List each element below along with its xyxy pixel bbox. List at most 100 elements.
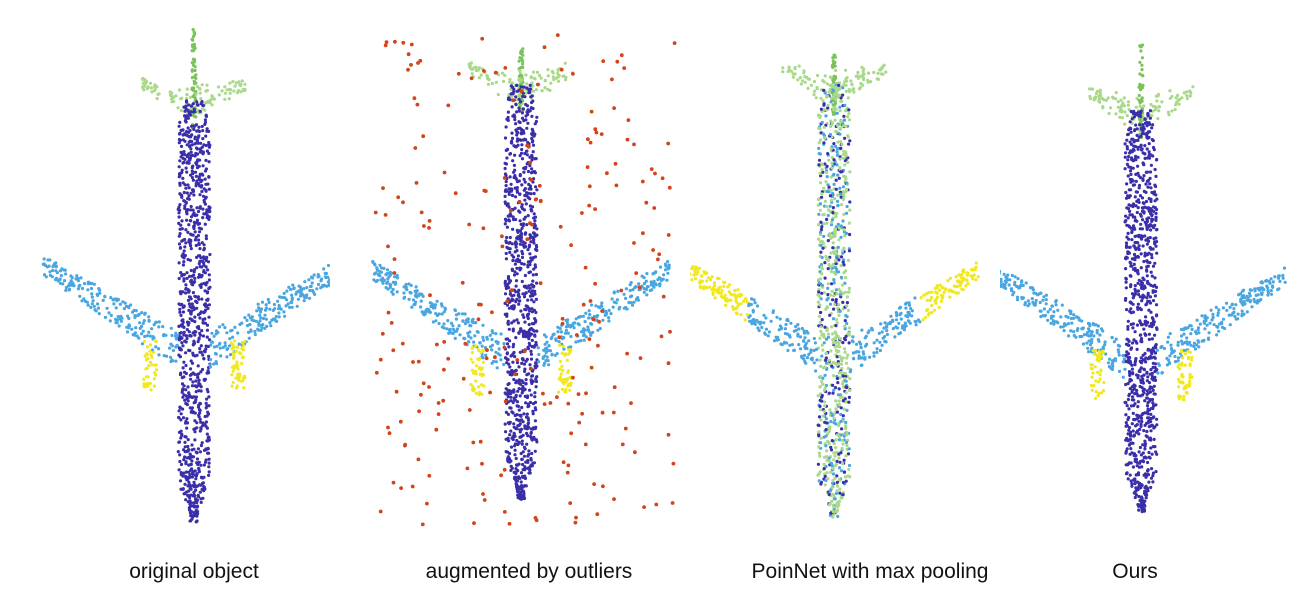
fuselage-point — [534, 425, 538, 429]
fuselage-point — [843, 159, 847, 163]
wing-point — [323, 275, 327, 279]
tail-point — [194, 115, 198, 119]
fuselage-point — [838, 157, 842, 161]
engine-point — [154, 363, 158, 367]
wing-point — [425, 307, 429, 311]
fuselage-point — [192, 427, 196, 431]
fuselage-point — [523, 232, 527, 236]
fuselage-point — [820, 195, 824, 199]
wing-point — [569, 345, 573, 349]
fuselage-point — [191, 283, 195, 287]
fuselage-point — [845, 211, 849, 215]
fuselage-point — [520, 226, 524, 230]
fuselage-point — [188, 219, 192, 223]
engine-point — [148, 360, 153, 364]
fuselage-point — [183, 482, 187, 486]
wing-point — [162, 354, 166, 358]
fuselage-point — [841, 341, 845, 345]
fuselage-point — [838, 491, 842, 495]
stabilizer-point — [243, 82, 247, 86]
wing-point — [667, 263, 671, 267]
fuselage-point — [184, 283, 188, 287]
wing-point — [554, 337, 558, 341]
wing-point — [454, 313, 459, 317]
fuselage-point — [197, 125, 201, 129]
fuselage-point — [206, 260, 211, 264]
wing-point — [491, 359, 496, 364]
stabilizer-point — [153, 84, 157, 88]
outlier-point — [446, 103, 451, 108]
wing-point — [437, 321, 441, 326]
fuselage-point — [177, 440, 181, 444]
fuselage-point — [838, 345, 842, 349]
wing-point — [259, 310, 263, 314]
fuselage-point — [817, 212, 821, 216]
fuselage-point — [826, 103, 830, 107]
wing-point — [292, 286, 296, 290]
stabilizer-point — [1098, 91, 1102, 95]
wing-point — [388, 282, 392, 287]
wing-point — [140, 342, 144, 346]
wing-point — [731, 307, 735, 311]
fuselage-point — [832, 108, 836, 112]
fuselage-point — [532, 241, 536, 245]
fuselage-point — [204, 447, 208, 451]
stabilizer-point — [241, 88, 245, 92]
wing-point — [600, 301, 604, 305]
fuselage-point — [506, 202, 510, 206]
wing-point — [281, 295, 285, 300]
fuselage-point — [515, 417, 519, 422]
fuselage-point — [508, 98, 512, 102]
wing-point — [942, 290, 946, 295]
fuselage-point — [181, 318, 185, 322]
fuselage-point — [832, 505, 836, 509]
wing-point — [485, 335, 489, 339]
wing-point — [290, 305, 294, 309]
wing-point — [733, 293, 737, 297]
wing-point — [502, 342, 506, 346]
outlier-point — [378, 357, 383, 362]
fuselage-point — [183, 492, 187, 496]
wing-point — [769, 319, 773, 323]
fuselage-point — [195, 457, 200, 461]
wing-point — [707, 276, 711, 280]
fuselage-point — [191, 172, 195, 176]
stabilizer-point — [816, 73, 820, 78]
stabilizer-point — [815, 87, 819, 91]
fuselage-point — [510, 305, 514, 309]
wing-point — [291, 283, 295, 287]
fuselage-point — [189, 377, 193, 381]
wing-point — [764, 316, 768, 320]
wing-point — [58, 277, 62, 281]
outlier-point — [557, 335, 562, 340]
wing-point — [282, 310, 286, 314]
outlier-point — [394, 389, 399, 394]
stabilizer-point — [791, 72, 795, 76]
fuselage-point — [203, 317, 207, 321]
outlier-point — [666, 233, 671, 237]
wing-point — [402, 296, 406, 300]
engine-point — [240, 346, 244, 351]
stabilizer-point — [228, 81, 232, 85]
fuselage-point — [535, 329, 539, 333]
fuselage-point — [195, 461, 199, 465]
fuselage-point — [504, 125, 508, 129]
engine-point — [558, 367, 562, 371]
wing-point — [473, 334, 477, 338]
fuselage-point — [511, 193, 515, 198]
outlier-point — [586, 137, 590, 142]
fuselage-point — [203, 177, 207, 181]
fuselage-point — [503, 222, 507, 226]
fuselage-point — [516, 321, 520, 325]
engine-point — [470, 368, 474, 372]
outlier-point — [571, 375, 575, 380]
fuselage-point — [823, 386, 827, 390]
wing-point — [739, 313, 743, 317]
wing-point — [310, 276, 315, 280]
fuselage-point — [517, 179, 521, 183]
fuselage-point — [840, 438, 844, 442]
wing-point — [736, 288, 740, 292]
fuselage-point — [837, 83, 841, 87]
fuselage-point — [181, 161, 185, 165]
fuselage-point — [188, 475, 192, 480]
